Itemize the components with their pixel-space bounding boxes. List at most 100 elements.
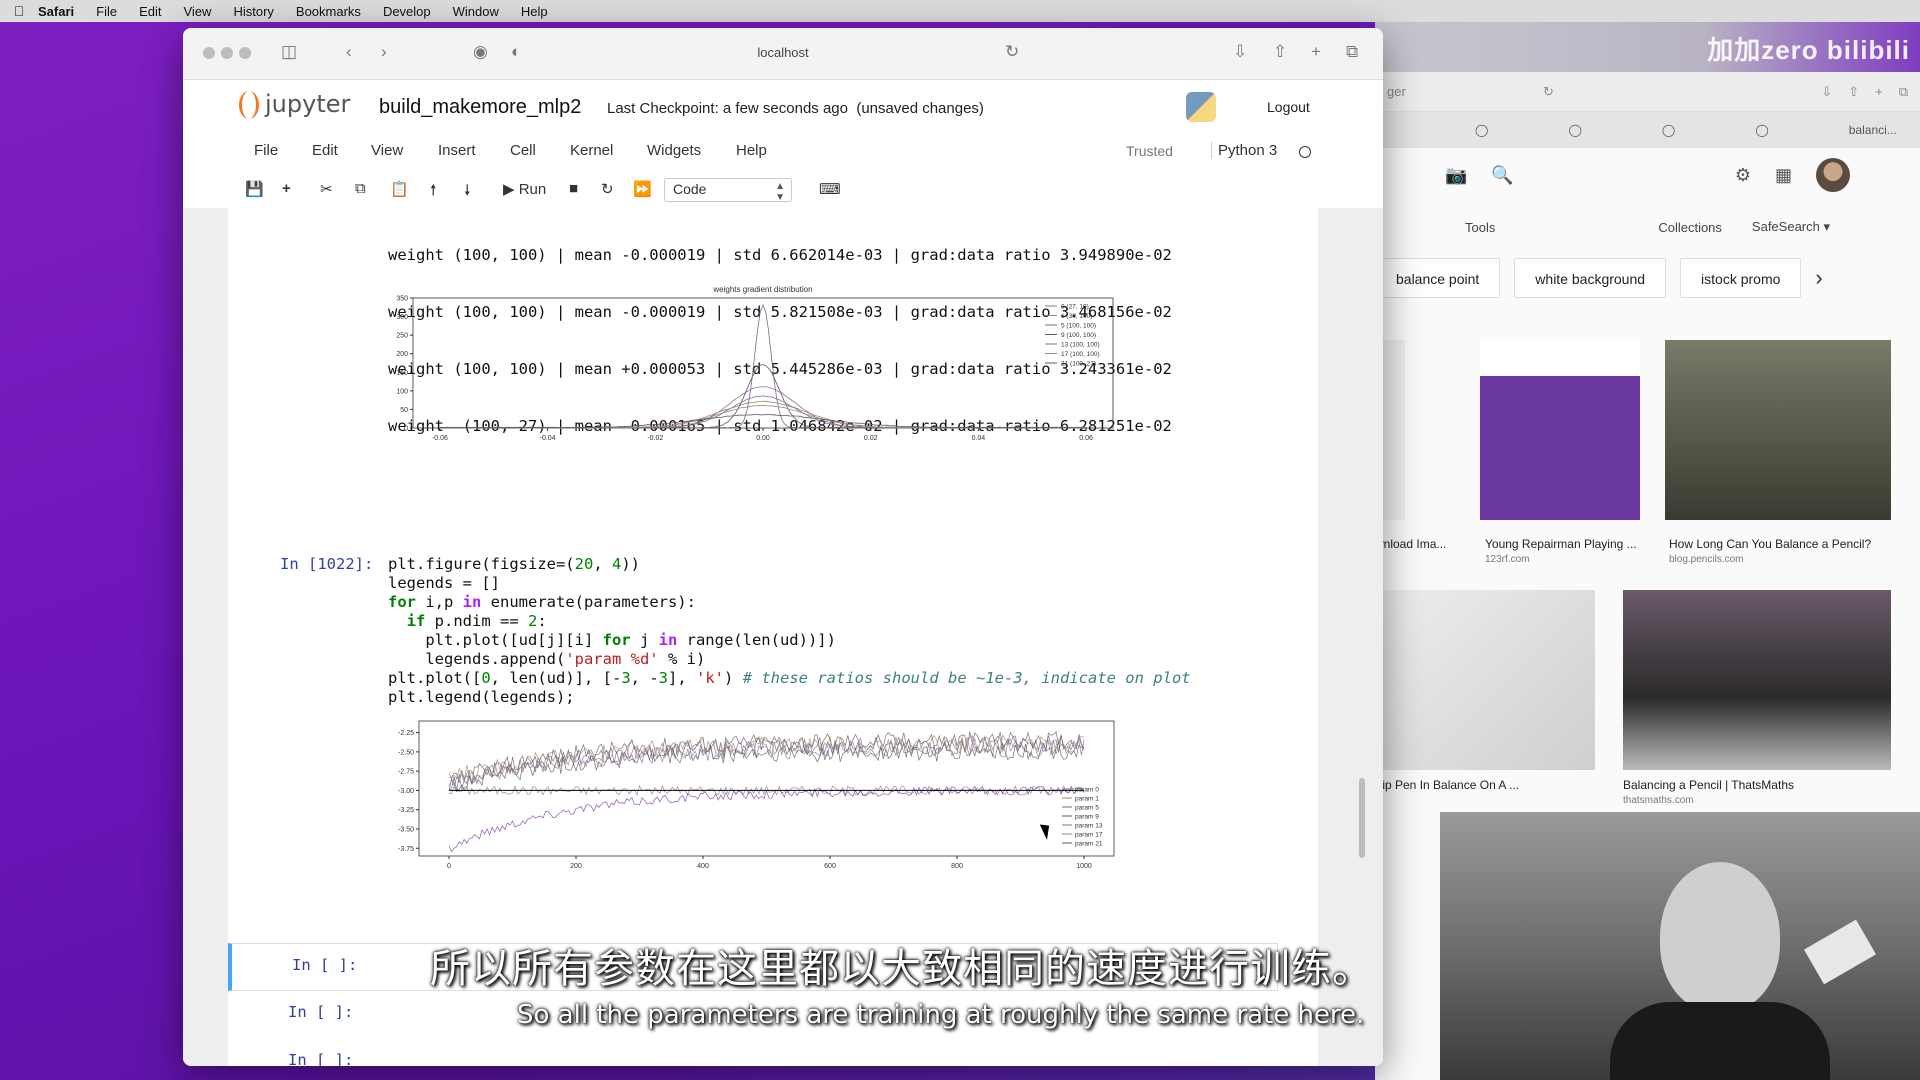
new-tab-icon[interactable]: +	[1875, 84, 1883, 99]
zoom-window-button[interactable]	[239, 47, 251, 59]
jmenu-help[interactable]: Help	[736, 142, 767, 159]
legend-label: 17 (100, 100)	[1061, 351, 1100, 358]
jmenu-widgets[interactable]: Widgets	[647, 142, 702, 159]
minimize-window-button[interactable]	[221, 47, 233, 59]
tab-icon[interactable]: ◯	[1755, 123, 1769, 137]
menu-history[interactable]: History	[233, 3, 274, 19]
kernel-name[interactable]: Python 3	[1211, 142, 1277, 159]
reload-icon[interactable]: ↻	[1005, 42, 1020, 61]
share-icon[interactable]: ⇧	[1273, 42, 1288, 61]
result-image[interactable]	[1480, 340, 1640, 520]
move-up-icon[interactable]: 🠕	[430, 182, 437, 199]
menu-help[interactable]: Help	[520, 3, 548, 19]
result-caption[interactable]: How Long Can You Balance a Pencil?	[1669, 537, 1872, 551]
chip-white-background[interactable]: white background	[1514, 258, 1667, 298]
background-browser-window[interactable]: 加加zero bilibili ger ↻ ⇩ ⇧ + ⧉ ◯ ◯ ◯ ◯ ba…	[1375, 22, 1920, 1080]
copy-icon[interactable]: ⧉	[355, 180, 366, 197]
camera-icon[interactable]: 📷	[1445, 164, 1468, 185]
save-icon[interactable]: 💾	[245, 181, 264, 198]
legend-label: param 17	[1075, 832, 1103, 839]
bg-address-bar[interactable]: ger ↻ ⇩ ⇧ + ⧉	[1375, 72, 1920, 112]
paste-icon[interactable]: 📋	[390, 181, 409, 198]
tabs-overview-icon[interactable]: ⧉	[1898, 83, 1908, 99]
result-caption[interactable]: Young Repairman Playing ...	[1485, 537, 1637, 551]
jmenu-kernel[interactable]: Kernel	[570, 142, 614, 159]
empty-code-cell[interactable]: In [ ]:	[228, 1039, 1278, 1066]
shield-icon[interactable]: ◐	[511, 42, 522, 61]
jmenu-file[interactable]: File	[254, 142, 279, 159]
notebook-name[interactable]: build_makemore_mlp2	[379, 96, 582, 118]
collections-button[interactable]: Collections	[1658, 219, 1722, 235]
move-down-icon[interactable]: 🠗	[464, 182, 471, 199]
logout-button[interactable]: Logout	[1267, 99, 1310, 115]
keyboard-icon[interactable]: ⌨	[819, 181, 841, 198]
download-icon[interactable]: ⇩	[1233, 42, 1248, 61]
stop-icon[interactable]: ■	[569, 180, 579, 197]
trusted-badge[interactable]: Trusted	[1126, 143, 1173, 159]
x-tick-label: 200	[570, 863, 582, 870]
tab-icon[interactable]: ◯	[1661, 123, 1676, 137]
x-tick-label: -0.06	[432, 435, 448, 442]
safesearch-dropdown[interactable]: SafeSearch ▾	[1751, 219, 1830, 234]
empty-code-cell[interactable]: In [ ]:	[228, 991, 1278, 1039]
jmenu-cell[interactable]: Cell	[510, 142, 536, 159]
legend-label: param 21	[1075, 841, 1103, 848]
search-icon[interactable]: 🔍	[1491, 164, 1514, 185]
apple-icon[interactable]: 	[0, 3, 38, 19]
menu-bookmarks[interactable]: Bookmarks	[295, 3, 361, 19]
privacy-icon[interactable]: ◉	[473, 42, 488, 61]
y-tick-label: 150	[396, 370, 408, 377]
jmenu-edit[interactable]: Edit	[312, 142, 338, 159]
restart-icon[interactable]: ↻	[601, 181, 614, 198]
result-image[interactable]	[1375, 590, 1595, 770]
cut-icon[interactable]: ✂	[320, 181, 333, 198]
result-image[interactable]	[1623, 590, 1891, 770]
forward-icon[interactable]: ›	[381, 42, 387, 61]
x-tick-label: -0.02	[647, 435, 663, 442]
avatar[interactable]	[1816, 158, 1850, 192]
code-cell-1022[interactable]: plt.figure(figsize=(20, 4)) legends = [] f…	[388, 555, 1191, 706]
url-field[interactable]: localhost	[757, 45, 809, 60]
menu-edit[interactable]: Edit	[139, 3, 162, 19]
tools-button[interactable]: Tools	[1465, 219, 1496, 235]
tab-icon[interactable]: ◯	[1568, 123, 1582, 137]
run-button[interactable]: ▶ Run	[503, 180, 546, 198]
menu-window[interactable]: Window	[452, 3, 499, 19]
sidebar-toggle-icon[interactable]: ◫	[281, 42, 298, 61]
jmenu-view[interactable]: View	[371, 142, 404, 159]
jupyter-logo[interactable]: jupyter	[239, 90, 350, 119]
jmenu-insert[interactable]: Insert	[438, 142, 476, 159]
menu-develop[interactable]: Develop	[382, 3, 431, 19]
result-caption[interactable]: Balancing a Pencil | ThatsMaths	[1623, 778, 1794, 792]
settings-gear-icon[interactable]: ⚙	[1734, 164, 1751, 185]
chevron-right-icon[interactable]: ›	[1815, 265, 1823, 290]
close-window-button[interactable]	[203, 47, 215, 59]
python-logo-icon	[1186, 92, 1216, 122]
reload-icon[interactable]: ↻	[1543, 83, 1554, 99]
result-caption[interactable]: wnload Ima...	[1375, 537, 1447, 551]
share-icon[interactable]: ⇧	[1848, 83, 1860, 99]
chip-istock-promo[interactable]: istock promo	[1680, 258, 1802, 298]
scrollbar[interactable]	[1359, 778, 1365, 858]
apps-grid-icon[interactable]: ▦	[1774, 164, 1792, 185]
chip-balance-point[interactable]: balance point	[1375, 258, 1501, 298]
menu-file[interactable]: File	[96, 3, 118, 19]
tab-icon[interactable]: ◯	[1475, 123, 1489, 137]
empty-code-cell[interactable]: In [ ]:	[228, 943, 1278, 991]
play-icon: ▶	[503, 181, 515, 198]
notebook-container[interactable]: weight (100, 100) | mean -0.000019 | std…	[183, 208, 1383, 1066]
tab-balancing[interactable]: balanci...	[1848, 123, 1897, 137]
subtitle-chinese: 所以所有参数在这里都以大致相同的速度进行训练。	[430, 946, 1373, 992]
result-source: blog.pencils.com	[1669, 554, 1744, 565]
result-caption[interactable]: -tip Pen In Balance On A ...	[1375, 778, 1520, 792]
new-tab-icon[interactable]: +	[1311, 42, 1321, 61]
result-image[interactable]	[1665, 340, 1891, 520]
download-icon[interactable]: ⇩	[1821, 83, 1833, 99]
tabs-overview-icon[interactable]: ⧉	[1346, 42, 1359, 61]
menu-safari[interactable]: Safari	[38, 3, 75, 19]
fast-forward-icon[interactable]: ⏩	[633, 181, 652, 198]
cell-type-select[interactable]: Code ▲ ▼	[664, 178, 792, 203]
menu-view[interactable]: View	[183, 3, 212, 19]
back-icon[interactable]: ‹	[346, 42, 352, 61]
add-cell-icon[interactable]: +	[282, 180, 291, 197]
